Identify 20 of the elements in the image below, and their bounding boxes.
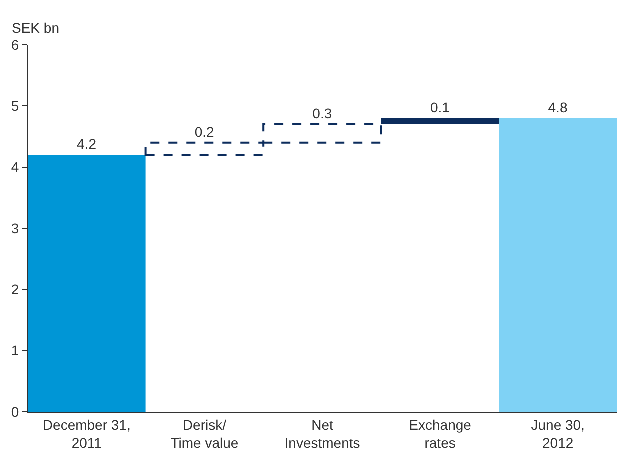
- data-label: 4.8: [548, 99, 568, 116]
- bar: [499, 118, 617, 412]
- x-tick-label: December 31, 2011: [42, 416, 131, 451]
- y-tick-label: 1: [11, 342, 20, 359]
- y-tick-label: 5: [11, 98, 20, 114]
- y-tick-label: 0: [11, 404, 20, 420]
- data-label: 0.2: [194, 124, 215, 140]
- y-axis-title: SEK bn: [12, 20, 60, 36]
- x-tick-label: June 30, 2012: [531, 416, 585, 451]
- y-tick-label: 2: [11, 282, 20, 298]
- data-label: 0.1: [430, 99, 450, 116]
- data-label: 0.3: [312, 106, 332, 122]
- x-tick-label: Exchange rates: [409, 416, 472, 451]
- bar: [28, 155, 146, 412]
- x-tick-label: Derisk/ Time value: [170, 416, 239, 451]
- y-tick-label: 3: [11, 220, 20, 236]
- data-label: 4.2: [77, 136, 97, 152]
- x-tick-label: Net Investments: [284, 416, 360, 451]
- y-tick-label: 4: [11, 159, 20, 176]
- y-tick-label: 6: [11, 36, 20, 53]
